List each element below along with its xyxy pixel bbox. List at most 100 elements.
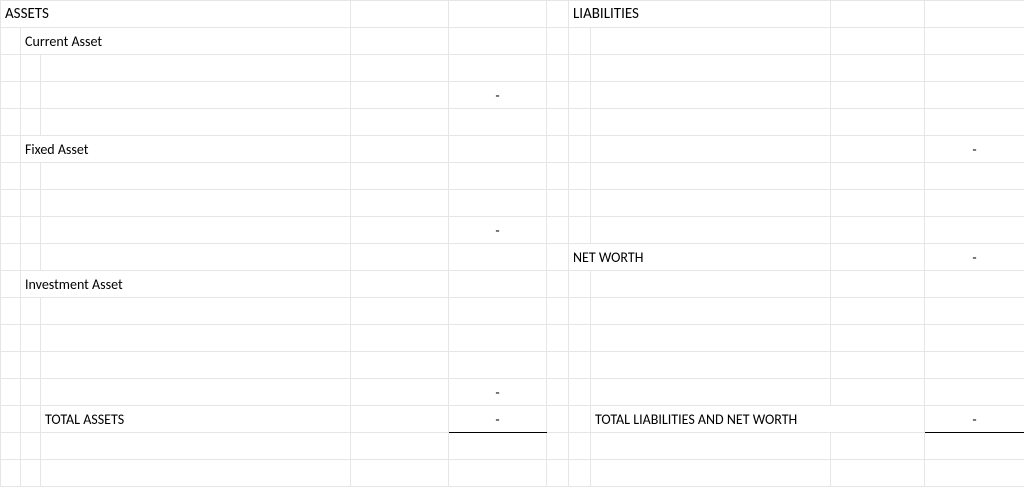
cell[interactable] [925,1,1024,28]
cell[interactable] [41,163,351,190]
cell[interactable] [351,82,449,109]
cell[interactable] [591,82,831,109]
cell[interactable] [41,352,351,379]
cell[interactable] [1,82,21,109]
cell[interactable] [449,28,547,55]
cell[interactable] [351,28,449,55]
cell[interactable] [925,109,1024,136]
cell[interactable] [1,109,21,136]
cell[interactable] [831,217,925,244]
cell[interactable] [449,460,547,487]
cell[interactable] [449,55,547,82]
cell[interactable] [547,298,569,325]
cell[interactable] [569,109,591,136]
cell[interactable] [351,406,449,433]
cell[interactable] [591,136,831,163]
cell[interactable] [925,163,1024,190]
cell[interactable] [547,190,569,217]
cell[interactable] [21,109,41,136]
cell[interactable] [351,190,449,217]
cell[interactable] [547,55,569,82]
cell[interactable] [1,136,21,163]
cell[interactable] [41,55,351,82]
cell[interactable] [1,352,21,379]
cell[interactable] [831,55,925,82]
cell[interactable] [351,1,449,28]
cell[interactable] [831,190,925,217]
cell[interactable] [41,433,351,460]
cell[interactable] [1,163,21,190]
cell[interactable] [21,352,41,379]
cell[interactable] [547,1,569,28]
cell[interactable] [591,190,831,217]
cell[interactable] [351,298,449,325]
cell[interactable] [831,460,925,487]
cell[interactable] [449,271,547,298]
cell[interactable] [449,1,547,28]
cell[interactable] [547,244,569,271]
cell[interactable] [569,379,591,406]
cell[interactable] [21,244,41,271]
cell[interactable] [831,244,925,271]
cell[interactable] [831,433,925,460]
cell[interactable] [569,136,591,163]
cell[interactable] [831,352,925,379]
cell[interactable] [925,271,1024,298]
cell[interactable] [569,298,591,325]
cell[interactable] [351,379,449,406]
cell[interactable] [41,244,351,271]
cell[interactable] [547,406,569,433]
cell[interactable] [41,298,351,325]
cell[interactable] [41,460,351,487]
cell[interactable] [591,163,831,190]
cell[interactable] [831,163,925,190]
cell[interactable] [449,325,547,352]
cell[interactable] [21,298,41,325]
cell[interactable] [21,163,41,190]
cell[interactable] [925,460,1024,487]
cell[interactable] [831,28,925,55]
cell[interactable] [569,325,591,352]
cell[interactable] [41,82,351,109]
cell[interactable] [351,433,449,460]
cell[interactable] [21,82,41,109]
cell[interactable] [569,28,591,55]
cell[interactable] [1,190,21,217]
cell[interactable] [351,325,449,352]
cell[interactable] [1,379,21,406]
cell[interactable] [831,82,925,109]
cell[interactable] [1,244,21,271]
cell[interactable] [41,190,351,217]
cell[interactable] [591,379,831,406]
cell[interactable] [21,217,41,244]
cell[interactable] [547,352,569,379]
cell[interactable] [569,433,591,460]
cell[interactable] [351,244,449,271]
cell[interactable] [569,82,591,109]
cell[interactable] [449,352,547,379]
cell[interactable] [547,82,569,109]
cell[interactable] [569,55,591,82]
balance-sheet-grid[interactable]: ASSETS LIABILITIES Current Asset - [0,0,1024,487]
cell[interactable] [547,271,569,298]
cell[interactable] [1,433,21,460]
cell[interactable] [591,271,831,298]
cell[interactable] [351,217,449,244]
cell[interactable] [591,109,831,136]
cell[interactable] [21,406,41,433]
cell[interactable] [351,460,449,487]
cell[interactable] [351,271,449,298]
cell[interactable] [41,325,351,352]
cell[interactable] [591,217,831,244]
cell[interactable] [925,28,1024,55]
cell[interactable] [547,28,569,55]
cell[interactable] [591,352,831,379]
cell[interactable] [1,406,21,433]
cell[interactable] [547,460,569,487]
cell[interactable] [41,109,351,136]
cell[interactable] [351,163,449,190]
cell[interactable] [831,271,925,298]
cell[interactable] [21,433,41,460]
cell[interactable] [591,298,831,325]
cell[interactable] [449,244,547,271]
